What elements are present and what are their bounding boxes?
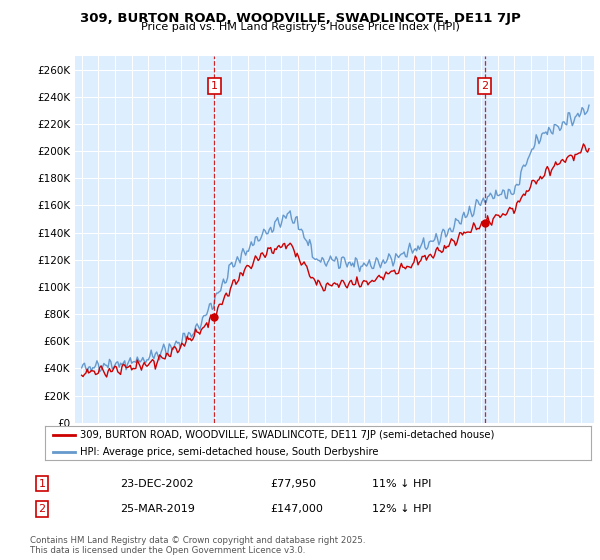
Text: 1: 1 bbox=[211, 81, 218, 91]
Text: 2: 2 bbox=[38, 504, 46, 514]
Text: 25-MAR-2019: 25-MAR-2019 bbox=[120, 504, 195, 514]
Text: Price paid vs. HM Land Registry's House Price Index (HPI): Price paid vs. HM Land Registry's House … bbox=[140, 22, 460, 32]
Text: 23-DEC-2002: 23-DEC-2002 bbox=[120, 479, 194, 488]
Text: 309, BURTON ROAD, WOODVILLE, SWADLINCOTE, DE11 7JP (semi-detached house): 309, BURTON ROAD, WOODVILLE, SWADLINCOTE… bbox=[80, 430, 495, 440]
Text: 309, BURTON ROAD, WOODVILLE, SWADLINCOTE, DE11 7JP: 309, BURTON ROAD, WOODVILLE, SWADLINCOTE… bbox=[80, 12, 520, 25]
Text: 1: 1 bbox=[38, 479, 46, 488]
Text: £147,000: £147,000 bbox=[270, 504, 323, 514]
Text: £77,950: £77,950 bbox=[270, 479, 316, 488]
Text: HPI: Average price, semi-detached house, South Derbyshire: HPI: Average price, semi-detached house,… bbox=[80, 447, 379, 456]
Text: 11% ↓ HPI: 11% ↓ HPI bbox=[372, 479, 431, 488]
Text: 2: 2 bbox=[481, 81, 488, 91]
Text: Contains HM Land Registry data © Crown copyright and database right 2025.
This d: Contains HM Land Registry data © Crown c… bbox=[30, 536, 365, 555]
Text: 12% ↓ HPI: 12% ↓ HPI bbox=[372, 504, 431, 514]
